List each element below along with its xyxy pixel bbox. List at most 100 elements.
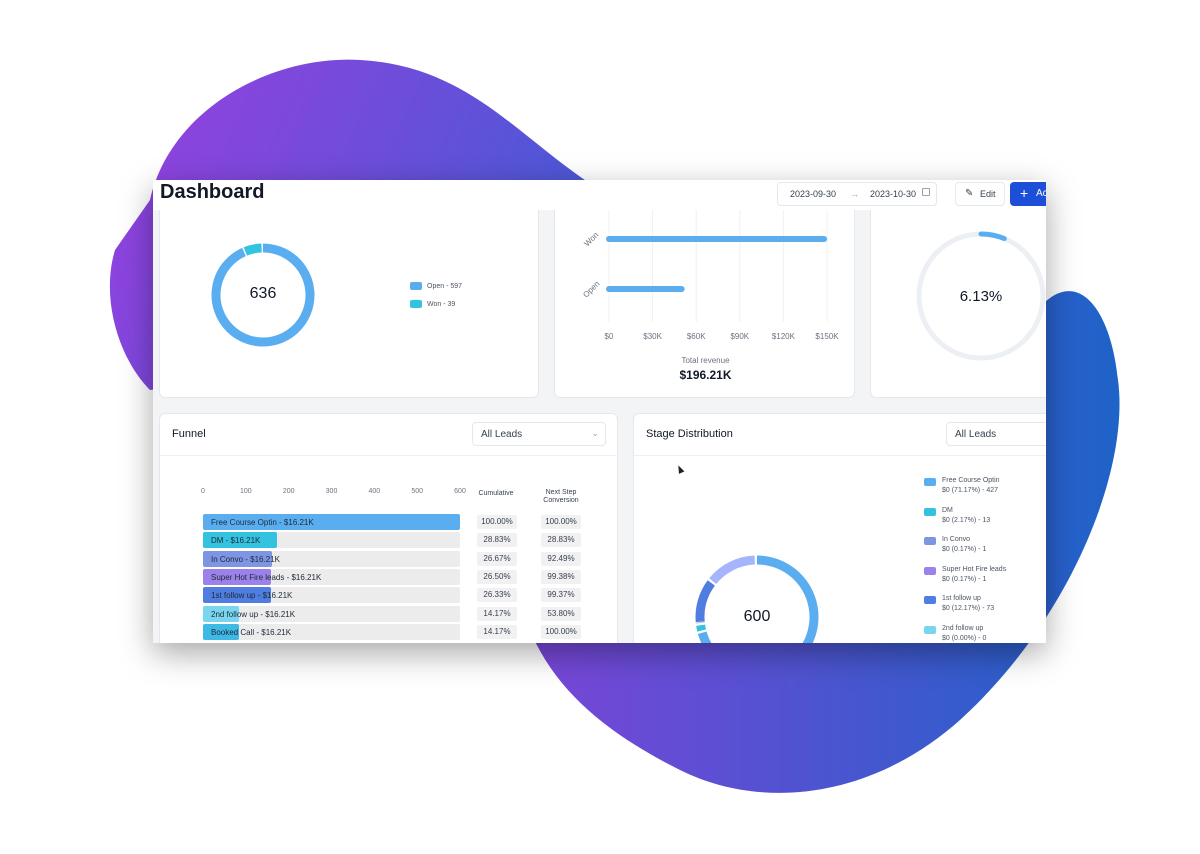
funnel-axis-tick: 0 [201, 488, 205, 495]
legend-won: Won - 39 [427, 301, 456, 308]
stage-legend-name: 2nd follow up [942, 624, 984, 632]
stage-distribution-card: Stage Distribution All Leads 600 Free Co… [633, 413, 1046, 643]
add-button[interactable]: + Ac [1010, 182, 1046, 206]
funnel-axis-tick: 300 [325, 488, 338, 495]
funnel-bar[interactable] [203, 532, 278, 549]
funnel-axis-tick: 600 [454, 488, 466, 495]
revenue-x-tick: $30K [643, 332, 662, 341]
funnel-row-label: Free Course Optin - $16.21K [211, 518, 314, 527]
col-next-step-line1: Next Step [545, 489, 577, 496]
add-button-label: Ac [1036, 188, 1046, 199]
legend-swatch-open [410, 282, 422, 290]
legend-open: Open - 597 [427, 283, 463, 290]
opportunities-donut-segment-0[interactable] [211, 243, 315, 347]
revenue-x-tick: $90K [730, 332, 749, 341]
stage-legend-detail: $0 (12.17%) - 73 [942, 605, 995, 612]
funnel-cumulative-value: 26.67% [477, 551, 517, 566]
stage-legend-detail: $0 (0.17%) - 1 [942, 575, 987, 583]
funnel-cumulative-value: 26.33% [477, 588, 517, 603]
funnel-cumulative-value: 100.00% [477, 515, 517, 529]
funnel-row-label: 1st follow up - $16.21K [211, 591, 293, 601]
stage-legend-swatch [924, 596, 936, 604]
funnel-divider [160, 455, 619, 456]
revenue-bar-chart: $0 $30K $60K $90K $120K $150K Won Open [581, 210, 839, 341]
opportunities-donut-segment-1[interactable] [243, 243, 262, 256]
revenue-x-tick: $60K [687, 332, 706, 341]
page-title: Dashboard [160, 181, 265, 203]
funnel-next-step-value: 53.80% [541, 606, 581, 621]
stage-legend-name: 1st follow up [942, 595, 981, 602]
conversion-ring-progress [978, 231, 1007, 242]
edit-button-label: Edit [980, 189, 996, 199]
revenue-x-tick: $150K [815, 332, 839, 341]
funnel-next-step-value: 99.38% [541, 569, 581, 584]
funnel-title: Funnel [172, 428, 206, 440]
funnel-row-track [203, 605, 460, 622]
stage-filter-value: All Leads [955, 429, 997, 440]
opportunities-total: 636 [249, 285, 277, 302]
stage-legend-name: Super Hot Fire leads [942, 565, 1007, 573]
stage-legend-name: In Convo [942, 536, 971, 543]
conversion-card: 6.13% [870, 210, 1046, 398]
revenue-category-label: Won [582, 230, 600, 248]
funnel-cumulative-value: 14.17% [477, 624, 517, 639]
funnel-row-label: 2nd follow up - $16.21K [211, 609, 296, 619]
stage-legend-detail: $0 (71.17%) - 427 [942, 487, 999, 494]
funnel-axis-tick: 500 [411, 488, 423, 495]
stage-donut-segment-6[interactable] [709, 555, 756, 585]
edit-button[interactable]: ✎ Edit [955, 182, 1005, 206]
stage-legend-swatch [924, 566, 936, 575]
funnel-row-label: Booked Call - $16.21K [211, 627, 292, 637]
stage-legend-swatch [924, 478, 936, 486]
stage-divider [634, 455, 1046, 456]
calendar-icon[interactable] [922, 188, 930, 196]
funnel-bar[interactable] [203, 623, 240, 640]
funnel-bar[interactable] [203, 550, 272, 567]
funnel-cumulative-value: 26.50% [477, 569, 517, 584]
revenue-category-label: Open [581, 279, 601, 299]
stage-donut-segment-1[interactable] [696, 624, 707, 632]
revenue-card: $0 $30K $60K $90K $120K $150K Won Open Total re… [554, 210, 855, 398]
conversion-ring [916, 231, 1046, 361]
funnel-row-label: DM - $16.21K [211, 536, 261, 546]
date-range-picker[interactable]: 2023-09-30 → 2023-10-30 [777, 182, 937, 206]
funnel-axis-tick: 100 [239, 488, 252, 495]
stage-total: 600 [743, 608, 771, 625]
stage-filter-select[interactable]: All Leads [946, 422, 1046, 446]
funnel-filter-select[interactable]: All Leads ⌄ [472, 422, 606, 446]
mouse-cursor-icon [675, 464, 685, 474]
date-to[interactable]: 2023-10-30 [870, 189, 917, 199]
funnel-bar[interactable] [203, 514, 460, 530]
funnel-next-step-value: 100.00% [541, 515, 581, 529]
funnel-axis-tick: 400 [368, 488, 381, 495]
stage-legend-name: DM [942, 506, 953, 514]
stage-legend-name: Free Course Optin [942, 477, 1000, 484]
funnel-row-label: In Convo - $16.21K [211, 554, 280, 564]
funnel-row-label: Super Hot Fire leads - $16.21K [211, 572, 322, 582]
revenue-x-tick: $120K [772, 332, 796, 341]
col-cumulative: Cumulative [478, 490, 514, 497]
dashboard-window: Dashboard 2023-09-30 → 2023-10-30 ✎ Edit… [153, 180, 1046, 643]
funnel-axis-tick: 200 [282, 488, 295, 495]
funnel-bar[interactable] [203, 568, 272, 585]
funnel-next-step-value: 28.83% [541, 533, 581, 548]
revenue-x-tick: $0 [605, 332, 614, 341]
stage-distribution-donut [695, 555, 819, 643]
stage-legend-detail: $0 (0.00%) - 0 [942, 634, 987, 642]
funnel-next-step-value: 92.49% [541, 551, 581, 566]
top-bar: Dashboard 2023-09-30 → 2023-10-30 ✎ Edit… [153, 180, 1046, 210]
funnel-bar[interactable] [203, 605, 240, 622]
col-next-step-line2: Conversion [543, 497, 579, 504]
conversion-rate-value: 6.13% [959, 288, 1003, 305]
chevron-down-icon: ⌄ [591, 428, 599, 438]
funnel-filter-value: All Leads [481, 429, 523, 440]
stage-legend-detail: $0 (2.17%) - 13 [942, 516, 991, 524]
funnel-bar[interactable] [203, 587, 271, 604]
date-from[interactable]: 2023-09-30 [790, 189, 837, 199]
total-revenue-value: $196.21K [679, 368, 732, 382]
stage-donut-segment-0[interactable] [697, 555, 819, 643]
stage-legend-detail: $0 (0.17%) - 1 [942, 546, 987, 553]
stage-donut-segment-4[interactable] [695, 580, 716, 623]
funnel-cumulative-value: 28.83% [477, 533, 517, 548]
opportunities-donut [211, 243, 315, 347]
